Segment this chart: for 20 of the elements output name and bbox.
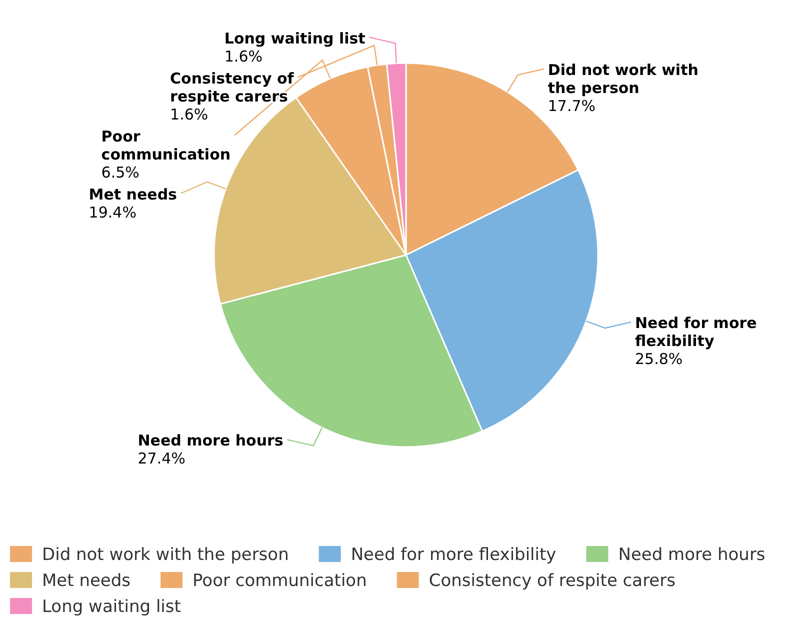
legend-label: Poor communication	[192, 571, 367, 591]
slice-label: Need for more flexibility	[635, 314, 757, 350]
legend-label: Consistency of respite carers	[428, 571, 676, 591]
slice-label: Long waiting list	[224, 29, 366, 48]
legend-label: Need more hours	[618, 545, 766, 565]
legend-label: Did not work with the person	[42, 545, 289, 565]
data-label: 25.8%	[635, 350, 683, 368]
slice-label: Did not work with the person	[548, 60, 698, 97]
data-label: 27.4%	[138, 450, 186, 468]
slice-label: Met needs	[88, 185, 178, 204]
data-label: 6.5%	[101, 163, 140, 182]
legend-label: Long waiting list	[42, 597, 182, 617]
slice-label: Poor communication	[101, 127, 231, 164]
data-label: 19.4%	[88, 203, 136, 222]
slice-label: Need more hours	[138, 432, 284, 450]
legend-label: Met needs	[42, 571, 131, 591]
data-label: 1.6%	[224, 47, 263, 66]
data-label: 17.7%	[548, 96, 596, 115]
data-label: 1.6%	[170, 105, 208, 124]
legend-label: Need for more flexibility	[350, 545, 556, 565]
